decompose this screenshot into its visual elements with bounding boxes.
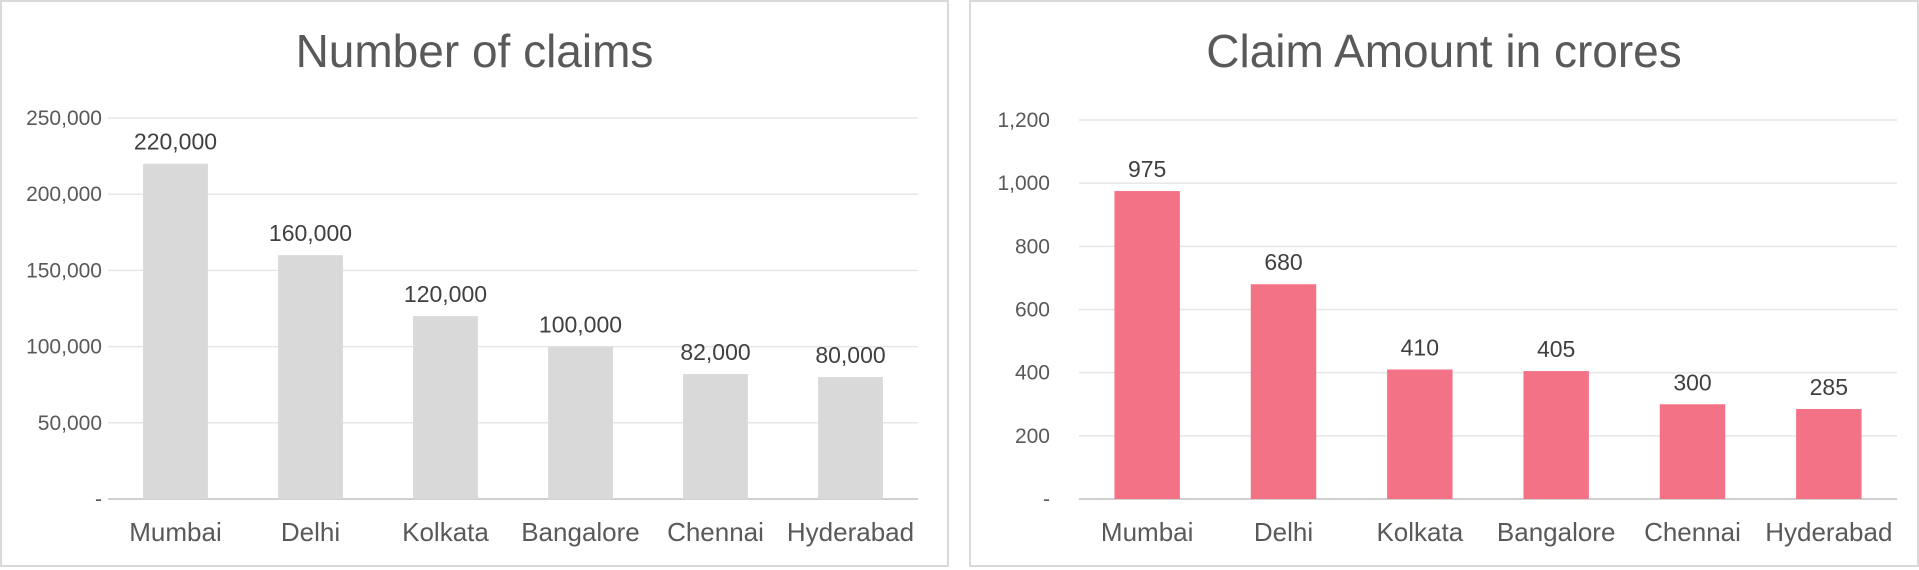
data-label: 405 (1537, 336, 1575, 362)
category-label: Chennai (1644, 517, 1741, 547)
claim-amount-plot: - 200 400 600 800 1,000 1,200 975 Mumbai 680 Delhi… (997, 109, 1897, 547)
bar-kolkata (1387, 369, 1453, 499)
y-tick-label: 1,000 (997, 172, 1050, 195)
category-label: Delhi (1254, 517, 1313, 547)
data-label: 410 (1401, 335, 1439, 361)
category-label: Bangalore (521, 517, 640, 547)
data-label: 100,000 (539, 312, 622, 338)
category-label: Hyderabad (1765, 517, 1892, 547)
data-label: 220,000 (134, 129, 217, 155)
data-label: 82,000 (680, 339, 750, 365)
data-label: 975 (1128, 156, 1166, 182)
category-label: Chennai (667, 517, 764, 547)
y-tick-label: 200 (1015, 425, 1050, 448)
category-label: Hyderabad (787, 517, 914, 547)
category-label: Kolkata (402, 517, 489, 547)
bar-bangalore (1523, 371, 1589, 499)
category-label: Mumbai (129, 517, 221, 547)
data-label: 120,000 (404, 281, 487, 307)
category-label: Mumbai (1101, 517, 1193, 547)
y-tick-label: 200,000 (26, 183, 102, 206)
y-tick-label: - (95, 488, 102, 511)
y-tick-label: 150,000 (26, 259, 102, 282)
data-label: 300 (1673, 369, 1711, 395)
bar-chennai (683, 374, 748, 499)
chart-title: Claim Amount in crores (1206, 25, 1682, 77)
y-tick-label: 50,000 (38, 412, 102, 435)
bar-mumbai (143, 163, 208, 499)
claims-count-chart: Number of claims - 50,000 100,000 150,000 20… (0, 0, 949, 567)
y-tick-label: 600 (1015, 299, 1050, 322)
claims-count-plot: - 50,000 100,000 150,000 200,000 250,000 220,0… (26, 107, 918, 547)
y-tick-label: 1,200 (997, 109, 1050, 132)
category-label: Delhi (281, 517, 340, 547)
y-tick-label: 100,000 (26, 336, 102, 359)
bar-hyderabad (1796, 408, 1862, 499)
bar-mumbai (1114, 191, 1180, 499)
data-label: 680 (1264, 249, 1302, 275)
category-label: Kolkata (1376, 517, 1463, 547)
bar-hyderabad (818, 377, 883, 499)
bar-delhi (278, 255, 343, 499)
data-label: 160,000 (269, 220, 352, 246)
y-tick-label: - (1043, 488, 1050, 511)
bar-kolkata (413, 316, 478, 499)
chart-title: Number of claims (295, 25, 654, 77)
y-tick-label: 800 (1015, 235, 1050, 258)
claim-amount-chart: Claim Amount in crores - 200 400 600 800 1,00… (969, 0, 1919, 567)
bar-delhi (1250, 284, 1317, 499)
data-label: 80,000 (815, 342, 885, 368)
category-label: Bangalore (1497, 517, 1616, 547)
y-tick-label: 250,000 (26, 107, 102, 130)
y-tick-label: 400 (1015, 362, 1050, 385)
data-label: 285 (1810, 374, 1848, 400)
bar-chennai (1659, 404, 1726, 499)
bar-bangalore (548, 346, 613, 499)
